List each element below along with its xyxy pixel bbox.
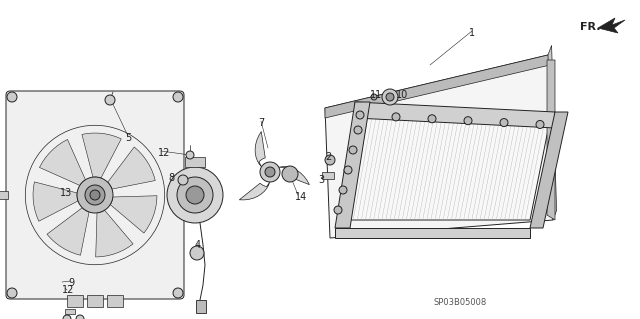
Polygon shape [325, 55, 550, 118]
Circle shape [167, 167, 223, 223]
Circle shape [186, 186, 204, 204]
Circle shape [7, 288, 17, 298]
Text: 3: 3 [318, 175, 324, 185]
Polygon shape [87, 295, 103, 307]
Text: 2: 2 [325, 152, 332, 162]
Polygon shape [530, 112, 568, 228]
Polygon shape [96, 210, 133, 257]
Text: 11: 11 [370, 90, 382, 100]
Polygon shape [196, 300, 206, 313]
Polygon shape [185, 157, 205, 167]
Circle shape [536, 121, 544, 129]
Polygon shape [325, 55, 553, 238]
Circle shape [177, 177, 213, 213]
Circle shape [63, 315, 71, 319]
Text: 9: 9 [68, 278, 74, 288]
Polygon shape [547, 60, 555, 220]
Polygon shape [598, 18, 625, 33]
Circle shape [178, 175, 188, 185]
Circle shape [173, 288, 183, 298]
Text: 5: 5 [125, 133, 131, 143]
Polygon shape [47, 208, 89, 255]
Polygon shape [255, 131, 265, 167]
Text: 14: 14 [295, 192, 307, 202]
Circle shape [90, 190, 100, 200]
Circle shape [260, 162, 280, 182]
Polygon shape [355, 102, 555, 128]
Circle shape [190, 246, 204, 260]
Circle shape [105, 95, 115, 105]
Text: SP03B05008: SP03B05008 [433, 298, 486, 307]
Text: 1: 1 [469, 28, 475, 38]
Circle shape [356, 111, 364, 119]
Circle shape [500, 119, 508, 127]
Text: FR.: FR. [580, 22, 600, 32]
Text: 13: 13 [60, 188, 72, 198]
FancyBboxPatch shape [6, 91, 184, 299]
Circle shape [371, 94, 377, 100]
Text: 10: 10 [396, 90, 408, 100]
Circle shape [186, 151, 194, 159]
Polygon shape [67, 295, 83, 307]
Polygon shape [40, 139, 85, 185]
Circle shape [76, 315, 84, 319]
Circle shape [392, 113, 400, 121]
Circle shape [386, 93, 394, 101]
Polygon shape [335, 228, 530, 238]
Circle shape [354, 126, 362, 134]
Text: 4: 4 [195, 240, 201, 250]
Polygon shape [0, 191, 8, 199]
Circle shape [344, 166, 352, 174]
Text: 12: 12 [62, 285, 74, 295]
Circle shape [282, 166, 298, 182]
Circle shape [349, 146, 357, 154]
Circle shape [325, 155, 335, 165]
Text: 12: 12 [158, 148, 170, 158]
Circle shape [7, 92, 17, 102]
Text: 8: 8 [168, 173, 174, 183]
Circle shape [339, 186, 347, 194]
Polygon shape [340, 110, 550, 220]
Circle shape [77, 177, 113, 213]
Polygon shape [82, 133, 121, 178]
Polygon shape [279, 167, 309, 185]
Circle shape [265, 167, 275, 177]
Circle shape [428, 115, 436, 123]
Polygon shape [107, 295, 123, 307]
Polygon shape [65, 309, 75, 314]
Circle shape [334, 206, 342, 214]
Polygon shape [239, 182, 269, 200]
Polygon shape [548, 45, 557, 220]
Polygon shape [110, 196, 157, 233]
Polygon shape [33, 182, 78, 221]
Polygon shape [108, 147, 156, 189]
Circle shape [382, 89, 398, 105]
Circle shape [85, 185, 105, 205]
Text: 7: 7 [258, 118, 264, 128]
Polygon shape [335, 102, 370, 228]
Polygon shape [322, 172, 334, 179]
Circle shape [464, 117, 472, 125]
Circle shape [173, 92, 183, 102]
